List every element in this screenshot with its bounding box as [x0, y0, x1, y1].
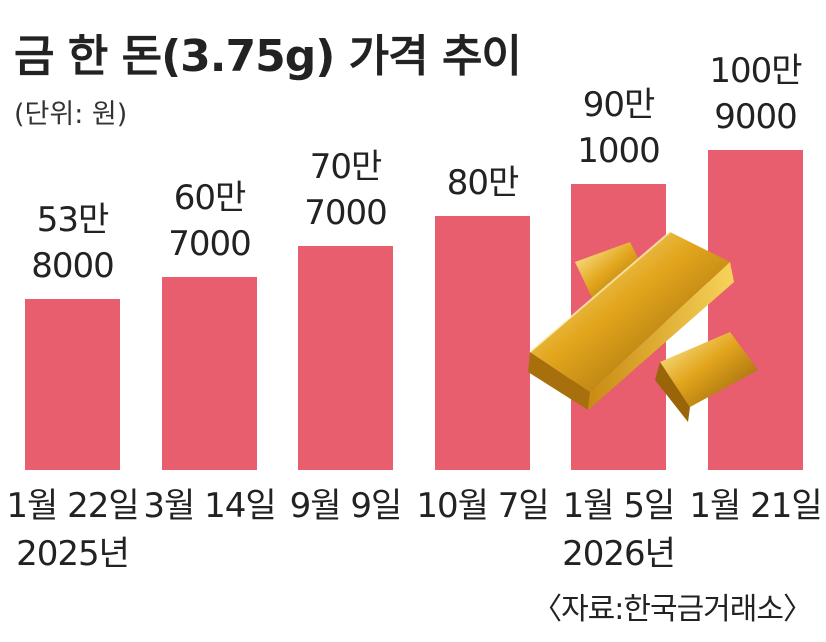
data-label: 53만 8000 — [31, 200, 115, 286]
x-tick-label: 1월 5일 2026년 — [562, 486, 676, 574]
bar — [435, 216, 530, 470]
bar — [298, 246, 393, 470]
x-tick-label: 10월 7일 — [416, 486, 549, 526]
x-tick-label: 3월 14일 — [143, 486, 276, 526]
chart-title: 금 한 돈(3.75g) 가격 추이 — [14, 31, 522, 82]
bar — [162, 277, 257, 470]
gold-bars-icon — [528, 231, 758, 422]
data-label: 80만 — [446, 163, 520, 203]
x-tick-label: 9월 9일 — [289, 486, 403, 526]
data-label: 100만 9000 — [709, 51, 802, 137]
x-tick-label: 1월 21일 — [689, 486, 822, 526]
bar — [708, 150, 803, 470]
unit-note: (단위: 원) — [14, 99, 128, 130]
data-label: 90만 1000 — [577, 85, 661, 171]
bar — [25, 299, 120, 470]
data-label: 60만 7000 — [168, 178, 252, 264]
data-label: 70만 7000 — [304, 147, 388, 233]
source-note: 〈자료:한국금거래소〉 — [532, 592, 813, 627]
x-tick-label: 1월 22일 2025년 — [6, 486, 139, 574]
